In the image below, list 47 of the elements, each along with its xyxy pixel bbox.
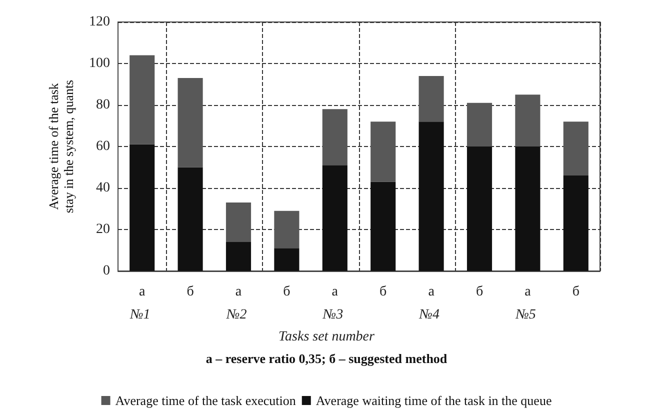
bar xyxy=(370,182,396,271)
y-tick-label: 40 xyxy=(96,180,110,196)
bar xyxy=(466,102,492,146)
bar xyxy=(178,78,203,168)
legend-label: Average time of the task execution xyxy=(115,393,296,408)
bar xyxy=(322,109,348,166)
y-axis-title: Average time of the task stay in the system, quants xyxy=(46,80,76,214)
bar xyxy=(563,122,588,176)
bar xyxy=(130,144,155,271)
x-tick-label: б xyxy=(572,284,580,300)
bar xyxy=(515,94,540,146)
y-tick-label: 120 xyxy=(89,14,110,30)
y-tick-label: 80 xyxy=(96,98,110,112)
text: №2 xyxy=(226,308,247,322)
x-tick-label: б xyxy=(380,284,387,300)
text: №4 xyxy=(418,308,440,322)
bar xyxy=(466,146,492,271)
text: №1 xyxy=(129,308,150,322)
bar xyxy=(322,165,348,271)
text: a – reserve ratio 0,35; б – suggested method xyxy=(206,351,448,366)
bar xyxy=(130,55,155,144)
x-tick-label: б xyxy=(283,284,290,300)
bar xyxy=(274,248,300,271)
bar xyxy=(418,76,444,122)
x-tick-label: a xyxy=(524,284,532,300)
bar xyxy=(370,122,396,182)
text: №5 xyxy=(514,308,536,322)
y-tick-label: 0 xyxy=(103,264,110,278)
x-tick-label: б xyxy=(186,284,194,300)
x-tick-label: a xyxy=(235,284,242,300)
x-tick-label: a xyxy=(138,284,146,300)
bar xyxy=(226,242,252,271)
legend-label: Average waiting time of the task in the queue xyxy=(316,393,552,408)
y-tick-label: 20 xyxy=(96,222,110,237)
bar xyxy=(418,122,444,271)
text: №3 xyxy=(322,308,344,322)
bar xyxy=(226,202,252,242)
x-tick-label: б xyxy=(476,284,484,300)
x-tick-label: a xyxy=(428,284,436,300)
x-axis-title: Tasks set number xyxy=(278,330,376,344)
x-tick-label: a xyxy=(332,284,339,300)
y-tick-label: 100 xyxy=(89,56,110,71)
bar xyxy=(563,176,588,271)
bar xyxy=(515,146,540,271)
bar xyxy=(274,210,300,248)
y-tick-label: 60 xyxy=(96,139,110,154)
bar xyxy=(178,167,203,271)
